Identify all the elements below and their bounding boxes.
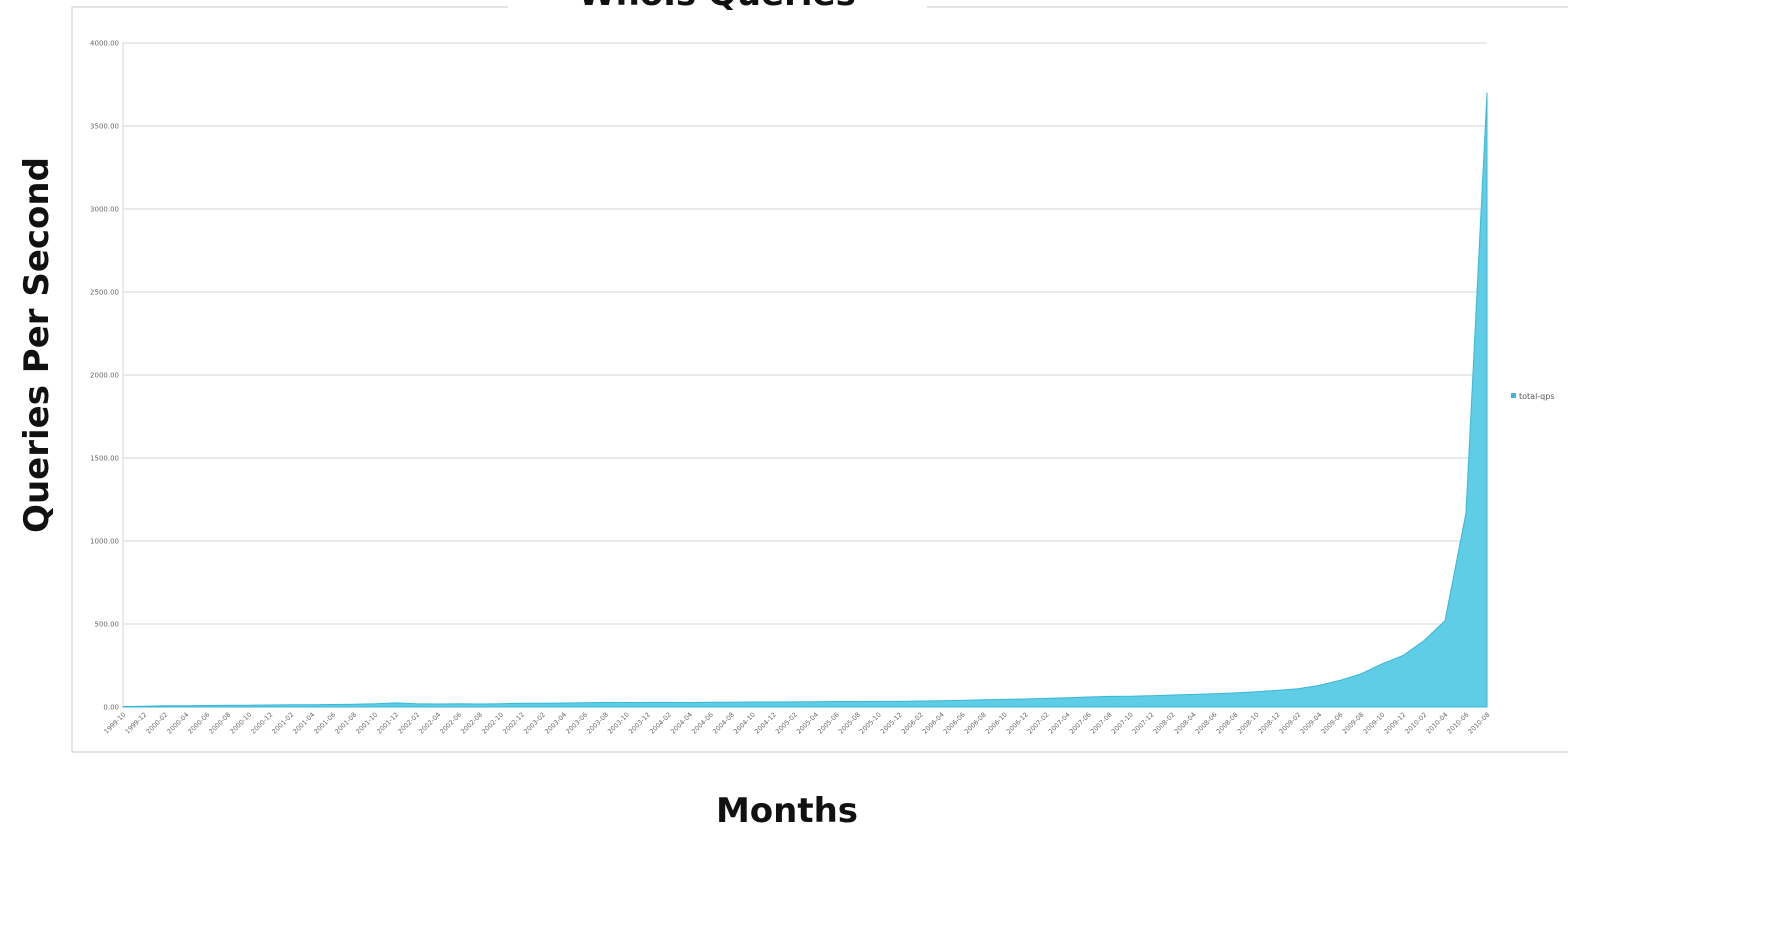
y-tick-label: 0.00 [103,704,119,712]
x-tick-label: 2001-06 [312,711,337,736]
x-tick-label: 2007-02 [1026,711,1051,736]
x-tick-label: 2006-10 [984,711,1009,736]
x-tick-label: 2004-04 [669,711,694,736]
x-tick-label: 2005-04 [795,711,820,736]
x-tick-label: 2009-08 [1341,711,1366,736]
x-tick-label: 2009-06 [1320,711,1345,736]
x-tick-label: 2004-02 [648,711,673,736]
x-tick-label: 2000-04 [166,711,191,736]
x-tick-label: 2000-08 [207,711,232,736]
x-tick-label: 2000-12 [249,711,274,736]
x-tick-label: 2002-10 [480,711,505,736]
x-tick-label: 2002-04 [417,711,442,736]
x-tick-label: 2009-12 [1383,711,1408,736]
x-tick-label: 2010-02 [1404,711,1429,736]
x-tick-label: 2002-02 [396,711,421,736]
x-tick-label: 2003-04 [543,711,568,736]
x-tick-label: 2001-10 [354,711,379,736]
x-tick-labels: 1999-101999-122000-022000-042000-062000-… [103,711,1492,736]
x-axis-label: Months [716,791,858,831]
x-tick-label: 2009-04 [1299,711,1324,736]
y-tick-label: 2000.00 [90,372,119,380]
y-tick-label: 4000.00 [90,40,119,48]
x-tick-label: 2006-08 [963,711,988,736]
x-tick-label: 2008-06 [1194,711,1219,736]
x-tick-label: 2008-04 [1173,711,1198,736]
legend-label: total-qps [1519,392,1555,401]
x-tick-label: 2005-12 [879,711,904,736]
y-tick-label: 1500.00 [90,455,119,463]
x-tick-label: 2010-08 [1467,711,1492,736]
x-tick-label: 2008-10 [1236,711,1261,736]
x-tick-label: 2002-08 [459,711,484,736]
x-tick-label: 2005-02 [774,711,799,736]
y-tick-label: 1000.00 [90,538,119,546]
series-area [122,92,1488,708]
y-tick-label: 500.00 [95,621,120,629]
y-axis-label: Queries Per Second [17,157,57,533]
x-tick-label: 2008-08 [1215,711,1240,736]
legend: total-qps [1511,392,1555,401]
x-tick-label: 2010-06 [1446,711,1471,736]
x-tick-label: 2003-08 [585,711,610,736]
x-tick-label: 2005-06 [816,711,841,736]
x-tick-label: 1999-10 [103,711,128,736]
x-tick-label: 2008-12 [1257,711,1282,736]
x-tick-label: 2007-10 [1110,711,1135,736]
x-tick-label: 2004-06 [690,711,715,736]
x-tick-label: 2000-10 [228,711,253,736]
x-tick-label: 2005-08 [837,711,862,736]
x-tick-label: 2007-06 [1068,711,1093,736]
x-tick-label: 2004-12 [753,711,778,736]
chart-title: WhoIs Queries [578,0,856,14]
x-tick-label: 2003-02 [522,711,547,736]
y-tick-label: 3000.00 [90,206,119,214]
x-tick-label: 2007-04 [1047,711,1072,736]
x-tick-label: 2001-12 [375,711,400,736]
y-tick-label: 2500.00 [90,289,119,297]
x-tick-label: 2007-08 [1089,711,1114,736]
x-tick-label: 2006-06 [942,711,967,736]
x-tick-label: 2002-12 [501,711,526,736]
legend-swatch [1511,393,1516,398]
x-tick-label: 2002-06 [438,711,463,736]
x-tick-label: 2003-12 [627,711,652,736]
x-tick-label: 2003-06 [564,711,589,736]
x-tick-label: 2004-10 [732,711,757,736]
x-tick-label: 2008-02 [1152,711,1177,736]
x-tick-label: 2001-02 [270,711,295,736]
x-tick-label: 2000-02 [145,711,170,736]
x-tick-label: 2004-08 [711,711,736,736]
x-tick-label: 2001-04 [291,711,316,736]
x-tick-label: 2006-04 [921,711,946,736]
y-tick-label: 3500.00 [90,123,119,131]
x-tick-label: 2006-12 [1005,711,1030,736]
x-tick-label: 2010-04 [1425,711,1450,736]
x-tick-label: 2005-10 [858,711,883,736]
x-tick-label: 2009-02 [1278,711,1303,736]
y-tick-labels: 0.00 500.00 1000.00 1500.00 2000.00 2500.00 30… [90,40,119,712]
x-tick-label: 2009-10 [1362,711,1387,736]
x-tick-label: 2000-06 [186,711,211,736]
x-tick-label: 2007-12 [1131,711,1156,736]
series-area-total-qps [122,92,1488,708]
x-tick-label: 2001-08 [333,711,358,736]
x-tick-label: 2006-02 [900,711,925,736]
gridlines [122,42,1487,708]
x-tick-label: 1999-12 [124,711,149,736]
x-tick-label: 2003-10 [606,711,631,736]
